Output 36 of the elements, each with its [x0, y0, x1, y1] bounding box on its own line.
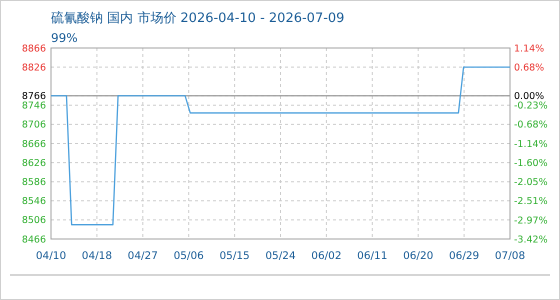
- x-tick-label: 06/02: [311, 250, 342, 262]
- x-tick-label: 04/18: [82, 250, 112, 262]
- y-tick-label: 8466: [22, 234, 46, 246]
- y-tick-label: 8746: [22, 100, 46, 112]
- y2-tick-label: -2.05%: [514, 176, 548, 188]
- x-tick-label: 04/27: [128, 250, 158, 262]
- y2-tick-label: -3.42%: [514, 234, 548, 246]
- y-tick-label: 8586: [22, 177, 46, 188]
- y-tick-label: 8666: [22, 138, 46, 150]
- chart-subtitle: 99%: [51, 31, 78, 45]
- x-tick-label: 06/29: [448, 250, 480, 262]
- y-tick-label: 8766: [22, 91, 46, 102]
- x-tick-label: 05/24: [265, 250, 296, 262]
- y2-tick-label: 0.68%: [514, 62, 544, 74]
- y2-tick-label: -2.97%: [514, 215, 548, 226]
- y-tick-label: 8866: [22, 43, 46, 54]
- y2-tick-label: -1.14%: [514, 138, 548, 150]
- y-tick-label: 8826: [22, 62, 46, 74]
- chart-title: 硫氰酸钠 国内 市场价 2026-04-10 - 2026-07-09: [51, 11, 344, 26]
- x-tick-label: 06/11: [357, 250, 388, 262]
- y-tick-label: 8706: [22, 120, 46, 131]
- y-tick-label: 8506: [22, 215, 46, 226]
- x-tick-label: 07/08: [494, 250, 526, 262]
- x-tick-label: 05/06: [174, 250, 204, 262]
- y2-tick-label: -2.51%: [514, 196, 548, 208]
- y-tick-label: 8626: [22, 158, 46, 169]
- y2-tick-label: -1.60%: [514, 158, 548, 170]
- y2-tick-label: -0.23%: [514, 100, 548, 112]
- y2-tick-label: -0.68%: [514, 120, 548, 131]
- y2-tick-label: 0.00%: [514, 91, 544, 102]
- line-series: [50, 66, 511, 226]
- y-tick-label: 8546: [22, 196, 46, 208]
- x-tick-label: 04/10: [36, 250, 66, 262]
- x-tick-label: 05/15: [219, 250, 250, 262]
- y2-tick-label: 1.14%: [514, 43, 544, 54]
- x-tick-label: 06/20: [403, 250, 434, 262]
